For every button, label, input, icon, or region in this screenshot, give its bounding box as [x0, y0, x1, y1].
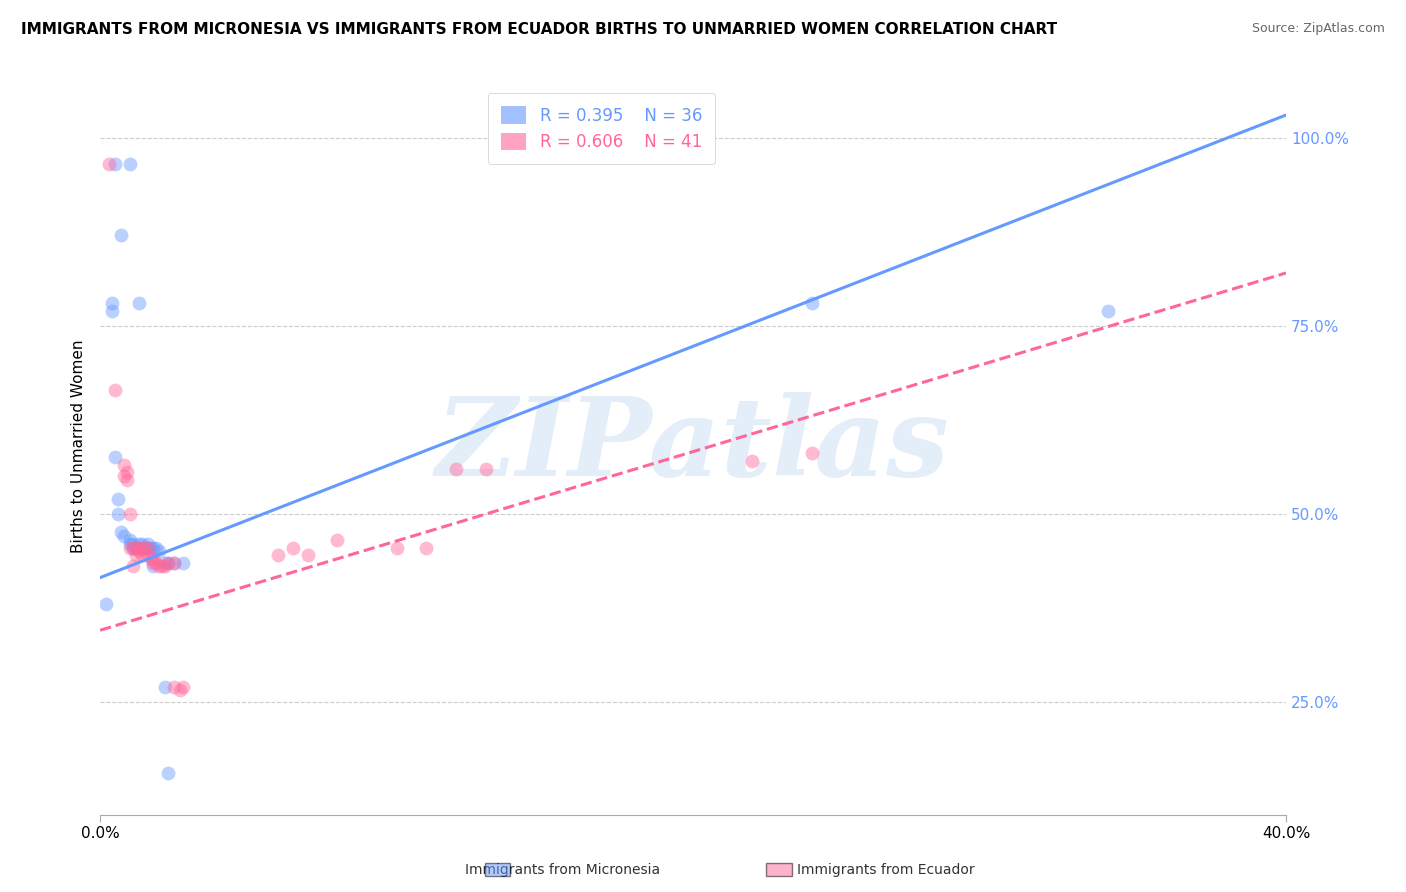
Point — [157, 766, 180, 780]
Point — [125, 548, 148, 562]
Point — [131, 541, 153, 555]
Text: Source: ZipAtlas.com: Source: ZipAtlas.com — [1251, 22, 1385, 36]
Point — [101, 296, 124, 310]
Point — [444, 461, 467, 475]
Point — [155, 559, 177, 574]
Point — [104, 383, 127, 397]
Point — [128, 537, 150, 551]
Point — [118, 533, 141, 547]
Point — [385, 541, 408, 555]
Point — [142, 556, 165, 570]
Point — [136, 537, 159, 551]
Point — [134, 541, 156, 555]
Point — [118, 507, 141, 521]
Point — [800, 296, 823, 310]
Point — [131, 541, 153, 555]
Point — [125, 541, 148, 555]
Point — [118, 541, 141, 555]
Point — [142, 551, 165, 566]
Point — [115, 473, 138, 487]
Point — [155, 680, 177, 694]
Point — [118, 157, 141, 171]
Point — [134, 541, 156, 555]
Point — [163, 680, 186, 694]
Point — [148, 544, 170, 558]
Point — [172, 680, 194, 694]
Point — [142, 541, 165, 555]
Point — [128, 544, 150, 558]
Point — [107, 507, 129, 521]
Point — [118, 537, 141, 551]
Point — [142, 559, 165, 574]
Point — [172, 556, 194, 570]
Point — [128, 541, 150, 555]
Point — [136, 541, 159, 555]
Point — [104, 157, 127, 171]
Point — [112, 529, 135, 543]
Point — [136, 541, 159, 555]
Text: Immigrants from Ecuador: Immigrants from Ecuador — [797, 863, 974, 877]
Point — [125, 541, 148, 555]
Point — [474, 461, 496, 475]
Point — [163, 556, 186, 570]
Point — [110, 228, 132, 243]
Point — [110, 525, 132, 540]
Point — [98, 157, 121, 171]
Text: ZIPatlas: ZIPatlas — [436, 392, 950, 500]
Point — [157, 556, 180, 570]
Point — [155, 556, 177, 570]
Point — [121, 559, 143, 574]
Point — [112, 469, 135, 483]
Point — [101, 303, 124, 318]
Y-axis label: Births to Unmarried Women: Births to Unmarried Women — [72, 339, 86, 553]
Point — [267, 548, 290, 562]
Legend: R = 0.395    N = 36, R = 0.606    N = 41: R = 0.395 N = 36, R = 0.606 N = 41 — [488, 93, 716, 164]
Point — [121, 541, 143, 555]
Point — [326, 533, 349, 547]
Point — [148, 559, 170, 574]
Point — [131, 537, 153, 551]
Point — [104, 450, 127, 465]
Point — [131, 548, 153, 562]
Point — [741, 454, 763, 468]
Point — [281, 541, 304, 555]
Point — [115, 465, 138, 479]
Point — [94, 597, 117, 611]
Point — [128, 296, 150, 310]
Point — [163, 556, 186, 570]
Point — [145, 556, 167, 570]
Point — [121, 537, 143, 551]
Text: IMMIGRANTS FROM MICRONESIA VS IMMIGRANTS FROM ECUADOR BIRTHS TO UNMARRIED WOMEN : IMMIGRANTS FROM MICRONESIA VS IMMIGRANTS… — [21, 22, 1057, 37]
Point — [1097, 303, 1119, 318]
Point — [145, 541, 167, 555]
Point — [150, 559, 173, 574]
Point — [297, 548, 319, 562]
Point — [157, 556, 180, 570]
Point — [139, 541, 162, 555]
Point — [112, 458, 135, 472]
Point — [136, 548, 159, 562]
Point — [121, 541, 143, 555]
Point — [415, 541, 437, 555]
Point — [107, 491, 129, 506]
Point — [139, 551, 162, 566]
Point — [169, 683, 191, 698]
Point — [800, 446, 823, 460]
Text: Immigrants from Micronesia: Immigrants from Micronesia — [465, 863, 659, 877]
